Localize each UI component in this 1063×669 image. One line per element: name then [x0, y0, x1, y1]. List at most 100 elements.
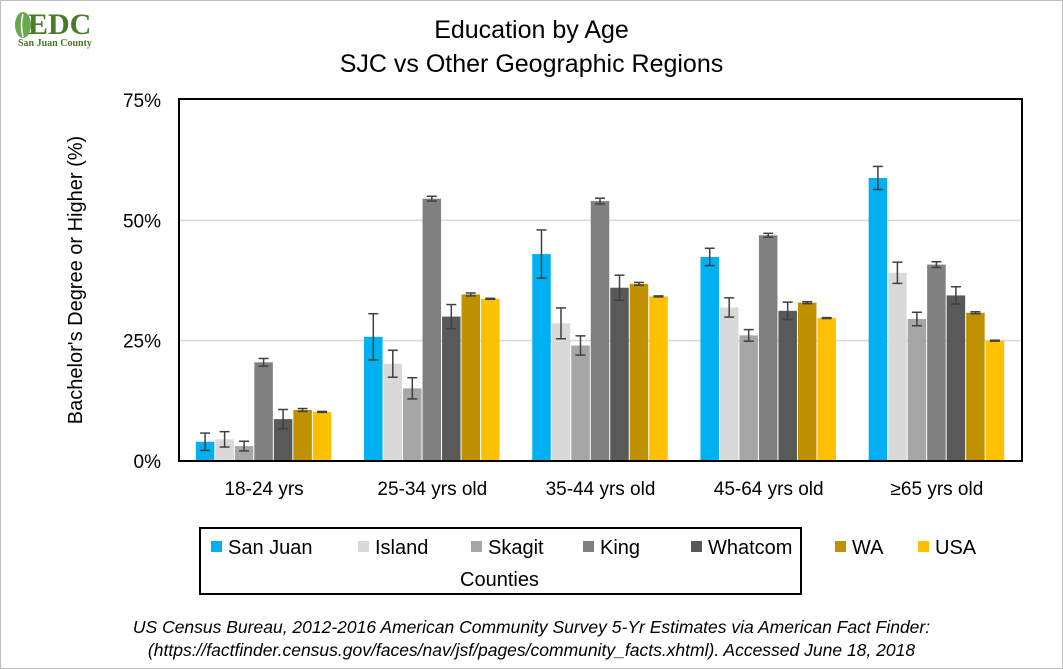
error-bar: [821, 316, 832, 320]
bar-skagit: [403, 388, 422, 461]
error-bar: [724, 297, 735, 318]
plot-area-border: [178, 98, 1023, 462]
y-tick-label: 75%: [123, 91, 161, 112]
x-tick-label: 45-64 yrs old: [714, 479, 824, 500]
legend-item-usa: USA: [918, 537, 976, 561]
legend-label: Whatcom: [708, 537, 793, 559]
bar-island: [383, 363, 403, 461]
error-bar: [653, 295, 664, 298]
bar-king: [254, 362, 273, 461]
bar-skagit: [907, 319, 927, 461]
legend-item-king: King: [583, 537, 640, 561]
bar-san-juan: [364, 336, 383, 461]
error-bar: [368, 312, 379, 361]
error-bar: [200, 432, 211, 452]
bar-usa: [481, 298, 500, 461]
error-bar: [614, 274, 625, 301]
error-bar: [219, 430, 230, 448]
error-bar: [485, 297, 496, 301]
x-axis-ticks: 18-24 yrs 25-34 yrs old 35-44 yrs old 45-64…: [224, 479, 983, 500]
bar-whatcom: [273, 419, 293, 461]
legend-label: Skagit: [488, 537, 544, 559]
error-bar: [278, 408, 289, 430]
error-bar: [575, 335, 586, 356]
error-bar: [317, 410, 328, 414]
source-line-2: (https://factfinder.census.gov/faces/nav…: [147, 640, 916, 660]
bar-skagit: [234, 446, 254, 461]
error-bar: [911, 311, 922, 327]
legend-label: King: [600, 537, 641, 559]
bar-king: [590, 201, 610, 461]
bar-king: [422, 198, 442, 461]
bar-san-juan: [868, 177, 888, 461]
legend-swatch: [211, 541, 222, 552]
error-bar: [465, 292, 476, 297]
bar-wa: [966, 312, 985, 461]
error-bar: [258, 357, 269, 367]
y-axis-label: Bachelor's Degree or Higher (%): [65, 136, 87, 424]
error-bar: [802, 300, 813, 305]
error-bar: [892, 261, 903, 285]
bar-island: [215, 439, 234, 461]
chart-subtitle: SJC vs Other Geographic Regions: [339, 50, 724, 78]
legend-title: Counties: [460, 569, 539, 591]
error-bar: [782, 301, 793, 321]
legend-label: USA: [935, 537, 977, 559]
bar-usa: [985, 340, 1005, 461]
bar-san-juan: [195, 441, 215, 461]
bar-king: [927, 264, 946, 461]
bar-san-juan: [532, 254, 551, 461]
y-tick-label: 25%: [123, 332, 161, 353]
x-tick-label: 18-24 yrs: [224, 479, 303, 500]
error-bar: [950, 286, 961, 305]
legend-item-island: Island: [358, 537, 428, 561]
error-bar: [989, 339, 1000, 342]
legend-swatch: [835, 541, 846, 552]
error-bar: [446, 303, 457, 330]
legend-swatch: [583, 541, 594, 552]
error-bar: [743, 328, 754, 342]
bar-island: [888, 272, 907, 461]
error-bar: [426, 195, 437, 202]
y-axis-ticks: 0% 25% 50% 75%: [123, 91, 161, 473]
error-bar: [239, 440, 250, 452]
chart-title: Education by Age: [434, 16, 629, 44]
bar-whatcom: [610, 287, 629, 461]
logo-subtext: San Juan County: [18, 38, 92, 49]
error-bar: [763, 232, 774, 238]
bar-skagit: [571, 345, 590, 461]
legend-label: WA: [852, 537, 884, 559]
error-bar: [407, 376, 418, 400]
error-bar: [595, 197, 605, 205]
bar-usa: [817, 318, 836, 461]
legend-swatch: [471, 541, 482, 552]
legend-swatch: [918, 541, 929, 552]
error-bar: [556, 307, 566, 340]
bar-whatcom: [442, 316, 461, 461]
bar-island: [551, 323, 571, 461]
bars: [195, 177, 1005, 461]
logo-text: EDC: [28, 8, 92, 41]
error-bar: [634, 281, 644, 287]
bar-wa: [797, 302, 817, 461]
bar-san-juan: [700, 256, 719, 461]
bar-usa: [649, 296, 668, 461]
error-bars: [200, 165, 1000, 452]
error-bar: [387, 349, 398, 378]
x-tick-label: 25-34 yrs old: [377, 479, 487, 500]
legend-swatch: [358, 541, 369, 552]
bar-wa: [461, 294, 481, 461]
legend-item-wa: WA: [835, 537, 883, 561]
x-tick-label: 35-44 yrs old: [546, 479, 656, 500]
bar-whatcom: [778, 310, 797, 461]
error-bar: [297, 407, 308, 413]
bar-island: [719, 307, 739, 461]
bar-skagit: [739, 335, 758, 461]
legend-item-whatcom: Whatcom: [691, 537, 792, 561]
legend-label: Island: [375, 537, 429, 559]
legend-item-san-juan: San Juan: [211, 537, 313, 561]
legend: San Juan Island Skagit King Whatcom WA USA Cou…: [199, 527, 976, 595]
legend-label: San Juan: [228, 537, 313, 559]
x-tick-label: ≥65 yrs old: [890, 479, 983, 500]
